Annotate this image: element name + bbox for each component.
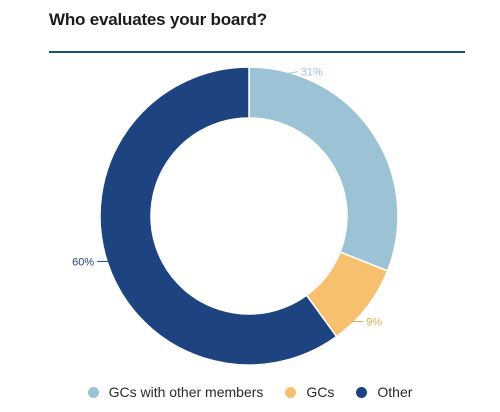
label-leader-lines: [97, 71, 364, 323]
chart-legend: GCs with other members GCs Other: [0, 384, 500, 400]
title-divider: [49, 51, 465, 53]
slice-gcs-with-other-members: [248, 66, 399, 272]
label-9-percent: 9%: [366, 317, 382, 329]
legend-item-gcs: GCs: [285, 384, 334, 400]
slice-labels: 31% 9% 60%: [72, 67, 382, 329]
donut-slices: [99, 66, 399, 366]
label-31-percent: 31%: [301, 67, 323, 79]
legend-label: Other: [377, 384, 413, 400]
legend-label: GCs with other members: [108, 384, 264, 400]
label-60-percent: 60%: [72, 256, 94, 268]
legend-swatch: [285, 386, 297, 398]
legend-swatch: [356, 386, 368, 398]
legend-item-gcs-with-other-members: GCs with other members: [87, 384, 264, 400]
legend-swatch: [87, 386, 99, 398]
leader-line: [285, 71, 298, 75]
slice-other: [99, 66, 338, 366]
chart-title: Who evaluates your board?: [49, 10, 267, 29]
legend-label: GCs: [306, 384, 335, 400]
legend-item-other: Other: [356, 384, 412, 400]
